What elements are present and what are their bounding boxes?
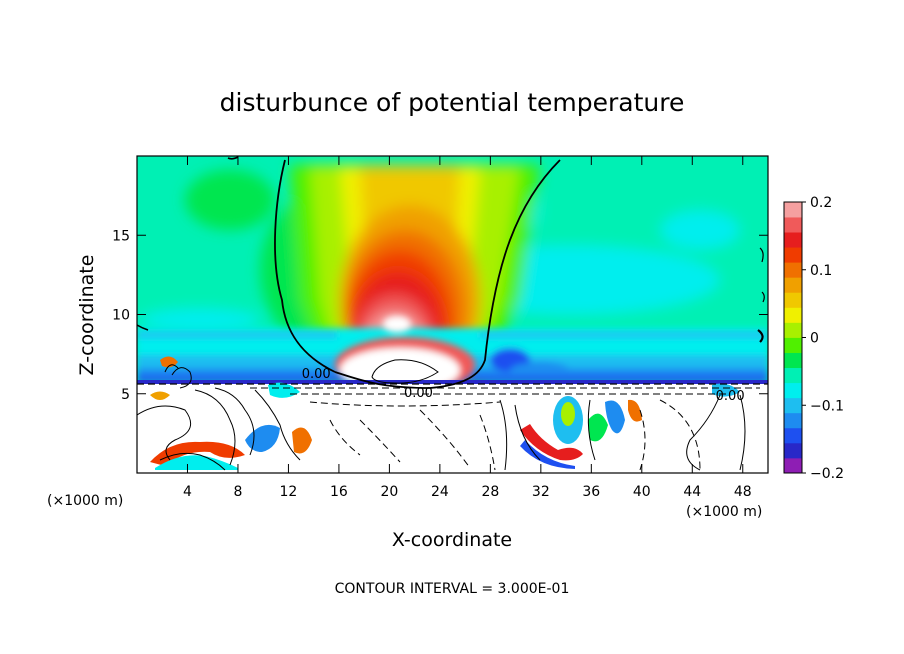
- colorbar: [784, 202, 802, 474]
- contour-label: 0.00: [716, 389, 745, 404]
- contour-label: 0.00: [302, 367, 331, 382]
- colorbar-ticks: 0.2 0.1 0 −0.1 −0.2: [802, 195, 844, 482]
- colorbar-tick-label: 0.1: [810, 263, 832, 279]
- colorbar-swatch: [784, 262, 802, 278]
- chart-title: disturbunce of potential temperature: [220, 88, 685, 117]
- x-tick-label: 12: [280, 484, 298, 500]
- x-tick-label: 36: [582, 484, 600, 500]
- contour-label-layer: 0.00 0.00 0.00: [302, 367, 745, 404]
- y-tick-label: 10: [112, 308, 130, 324]
- y-axis-ticks: 5 10 15: [112, 228, 768, 403]
- x-tick-label: 16: [330, 484, 348, 500]
- x-tick-label: 44: [683, 484, 701, 500]
- colorbar-swatch: [784, 337, 802, 353]
- x-tick-label: 48: [734, 484, 752, 500]
- colorbar-swatch: [784, 427, 802, 444]
- lower-color-patches: [150, 356, 740, 470]
- x-tick-label: 20: [380, 484, 398, 500]
- colorbar-tick-label: 0: [810, 331, 819, 347]
- plot-area: 0.00 0.00 0.00: [137, 156, 768, 473]
- contour-label: 0.00: [404, 386, 433, 401]
- x-tick-label: 28: [481, 484, 499, 500]
- colorbar-swatch: [784, 397, 802, 414]
- x-axis-ticks: 4 8 12 16 20 24 28 32 36 40 44 48: [183, 156, 752, 500]
- colorbar-swatch: [784, 217, 802, 233]
- colorbar-tick-label: 0.2: [810, 195, 832, 211]
- colorbar-swatch: [784, 382, 802, 399]
- inversion-base-line: [137, 380, 768, 384]
- x-tick-label: 24: [431, 484, 449, 500]
- colorbar-swatch: [784, 352, 802, 369]
- x-tick-label: 8: [233, 484, 242, 500]
- x-tick-label: 4: [183, 484, 192, 500]
- colorbar-swatch: [784, 457, 802, 474]
- colorbar-swatch: [784, 277, 802, 293]
- colorbar-tick-label: −0.1: [810, 398, 844, 414]
- colorbar-swatch: [784, 247, 802, 263]
- colorbar-swatch: [784, 307, 802, 323]
- contour-interval-note: CONTOUR INTERVAL = 3.000E-01: [335, 581, 570, 597]
- colorbar-swatch: [784, 412, 802, 429]
- y-tick-label: 15: [112, 228, 130, 244]
- colorbar-swatch: [784, 442, 802, 459]
- colorbar-tick-label: −0.2: [810, 466, 844, 482]
- contour-lines: [137, 156, 768, 471]
- lower-blank-region: [137, 383, 768, 473]
- x-tick-label: 40: [633, 484, 651, 500]
- colorbar-swatch: [784, 367, 802, 384]
- x-tick-label: 32: [532, 484, 550, 500]
- y-axis-label: Z-coordinate: [76, 255, 98, 376]
- x-unit-right: (×1000 m): [686, 504, 762, 520]
- colorbar-swatch: [784, 232, 802, 248]
- x-unit-left: (×1000 m): [47, 493, 123, 509]
- colorbar-swatch: [784, 202, 802, 218]
- colorbar-swatch: [784, 292, 802, 308]
- y-tick-label: 5: [121, 387, 130, 403]
- colorbar-swatch: [784, 322, 802, 338]
- x-axis-label: X-coordinate: [392, 529, 512, 551]
